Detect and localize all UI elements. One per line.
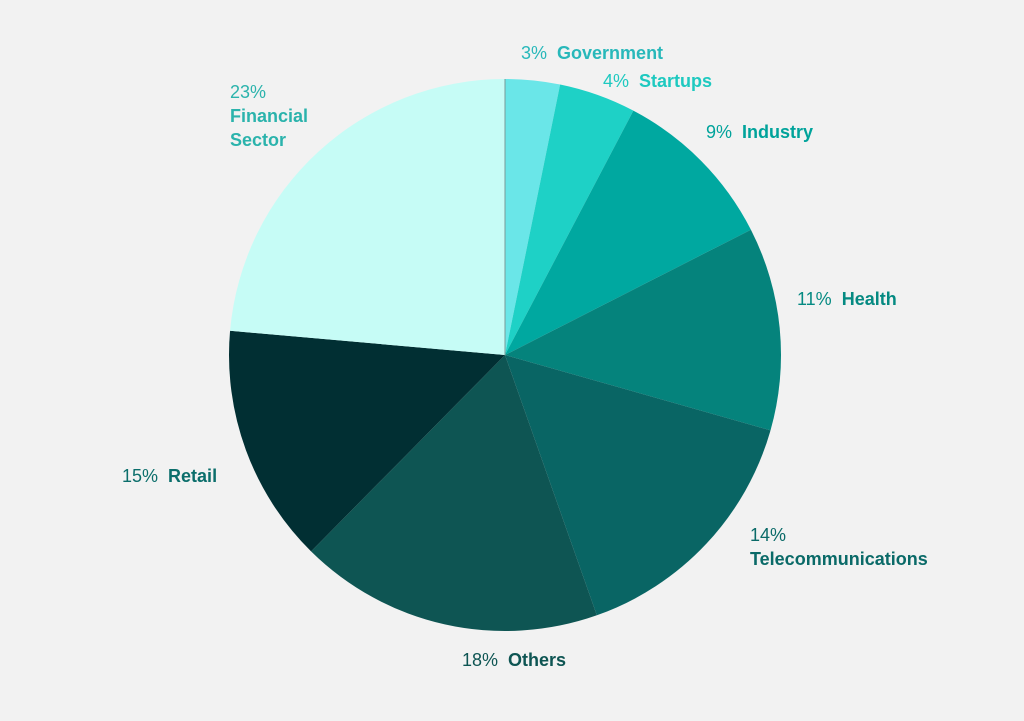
label-others: 18% Others	[462, 650, 567, 670]
pie-slice-industry	[505, 110, 751, 356]
label-startups: 4% Startups	[603, 71, 713, 91]
label-telecommunications: 14% Telecommunications	[750, 525, 928, 569]
label-government: 3% Government	[521, 43, 664, 63]
pie-slice-financial-sector	[230, 79, 505, 355]
pie-slice-others	[311, 355, 597, 632]
pie-slice-retail	[229, 330, 505, 552]
pie-slice-government	[505, 79, 561, 355]
label-health: 11% Health	[797, 289, 897, 309]
label-retail: 15% Retail	[122, 466, 218, 486]
pie-slice-telecommunications	[505, 355, 771, 616]
pie-slice-health	[505, 229, 781, 431]
label-financial-sector: 23% Financial Sector	[230, 82, 309, 150]
label-industry: 9% Industry	[706, 122, 814, 142]
pie-slice-startups	[505, 84, 634, 355]
